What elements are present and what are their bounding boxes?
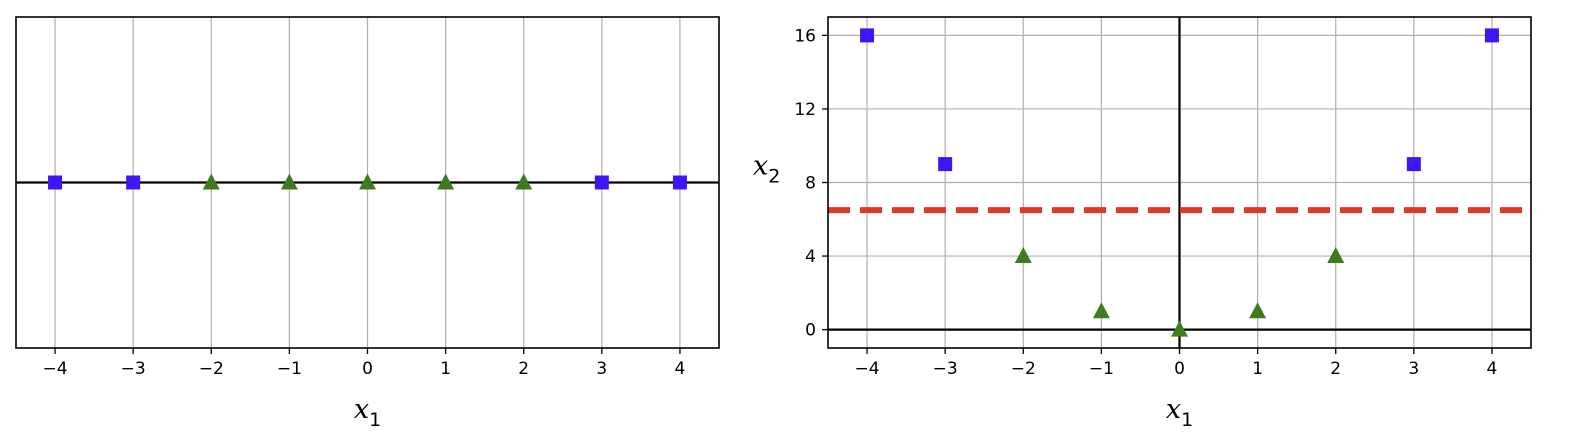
x-axis-label-base: x bbox=[1166, 394, 1181, 425]
x-tick-label: 3 bbox=[1408, 359, 1419, 379]
x-tick-label: −1 bbox=[1089, 359, 1114, 379]
markers bbox=[860, 28, 1499, 337]
triangle-point bbox=[280, 173, 298, 190]
y-tick-label: 16 bbox=[794, 26, 816, 46]
y-tick-label: 0 bbox=[805, 321, 816, 341]
square-point bbox=[126, 175, 141, 190]
triangle-point bbox=[1327, 247, 1345, 264]
x-tick-label: 2 bbox=[518, 359, 529, 379]
square-point bbox=[1406, 157, 1421, 172]
square-point bbox=[594, 175, 609, 190]
x-tick-label: −2 bbox=[199, 359, 224, 379]
x-tick-label: −2 bbox=[1011, 359, 1036, 379]
x-tick-label: 0 bbox=[362, 359, 373, 379]
square-point bbox=[860, 28, 875, 43]
x-axis-label-base: x bbox=[354, 394, 369, 425]
y-tick-label: 4 bbox=[805, 247, 816, 267]
x-tick-label: −4 bbox=[855, 359, 880, 379]
square-point bbox=[48, 175, 63, 190]
y-axis-label-base: x bbox=[753, 151, 768, 182]
triangle-point bbox=[202, 173, 220, 190]
square-point bbox=[1484, 28, 1499, 43]
triangle-point bbox=[515, 173, 533, 190]
x-tick-label: 1 bbox=[1252, 359, 1263, 379]
triangle-point bbox=[1014, 247, 1032, 264]
y-axis-label-subscript: 2 bbox=[768, 166, 780, 188]
x-axis-label: x1 bbox=[1166, 394, 1193, 431]
markers bbox=[48, 173, 687, 190]
y-axis-label: x2 bbox=[753, 151, 780, 188]
y-tick-label: 8 bbox=[805, 174, 816, 194]
x-tick-label: −4 bbox=[43, 359, 68, 379]
triangle-point bbox=[437, 173, 455, 190]
square-point bbox=[672, 175, 687, 190]
x-tick-label: 0 bbox=[1174, 359, 1185, 379]
triangle-point bbox=[1249, 302, 1267, 319]
x-axis-label-subscript: 1 bbox=[369, 409, 381, 431]
x-tick-label: 4 bbox=[675, 359, 686, 379]
x-tick-label: −3 bbox=[933, 359, 958, 379]
triangle-point bbox=[1171, 320, 1188, 337]
x-tick-label: 1 bbox=[440, 359, 451, 379]
square-point bbox=[938, 157, 953, 172]
triangle-point bbox=[359, 173, 376, 190]
left-scatter-panel: −4 −3 −2 −1 0 1 2 3 4x1 bbox=[15, 16, 720, 431]
x-tick-label: −3 bbox=[121, 359, 146, 379]
y-tick-label: 12 bbox=[794, 100, 816, 120]
x-axis-label: x1 bbox=[354, 394, 381, 431]
triangle-point bbox=[1092, 302, 1110, 319]
x-tick-label: 4 bbox=[1487, 359, 1498, 379]
x-tick-label: 3 bbox=[596, 359, 607, 379]
x-tick-label: 2 bbox=[1330, 359, 1341, 379]
x-axis-label-subscript: 1 bbox=[1181, 409, 1193, 431]
x-tick-label: −1 bbox=[277, 359, 302, 379]
